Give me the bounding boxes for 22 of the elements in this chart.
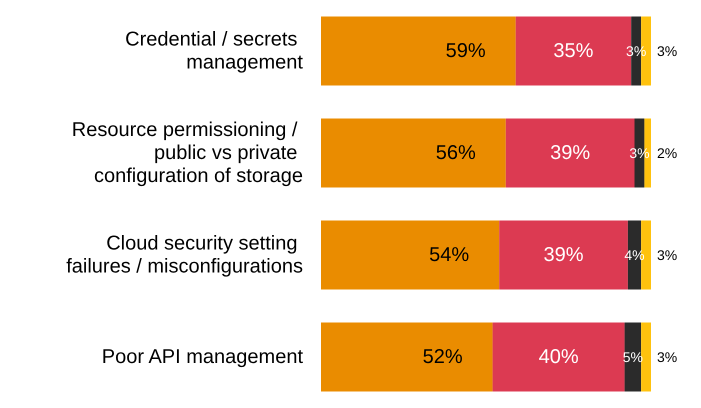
data-label: 52% bbox=[422, 346, 463, 368]
bar bbox=[321, 16, 516, 86]
data-label: 35% bbox=[553, 40, 594, 62]
data-label: 39% bbox=[550, 142, 590, 164]
bar bbox=[492, 322, 625, 392]
data-label: 54% bbox=[429, 244, 470, 266]
bar bbox=[321, 322, 493, 392]
data-label: 40% bbox=[538, 346, 579, 368]
y-tick-label: Poor API management bbox=[102, 346, 304, 368]
bar bbox=[641, 322, 651, 392]
y-tick-label: Resource permissioning / public vs private configuration of storage bbox=[72, 119, 303, 187]
y-tick-label: Cloud security setting failures / misconfigurations bbox=[66, 232, 303, 278]
data-label: 3% bbox=[657, 43, 678, 59]
data-label: 3% bbox=[657, 247, 678, 263]
y-tick-label: Credential / secrets management bbox=[125, 28, 304, 74]
data-label: 39% bbox=[544, 244, 584, 266]
data-label: 2% bbox=[657, 145, 678, 161]
data-label: 3% bbox=[657, 349, 678, 365]
data-label: 59% bbox=[446, 40, 486, 62]
data-label: 56% bbox=[436, 142, 476, 164]
bar bbox=[321, 220, 500, 290]
bar bbox=[321, 118, 506, 188]
